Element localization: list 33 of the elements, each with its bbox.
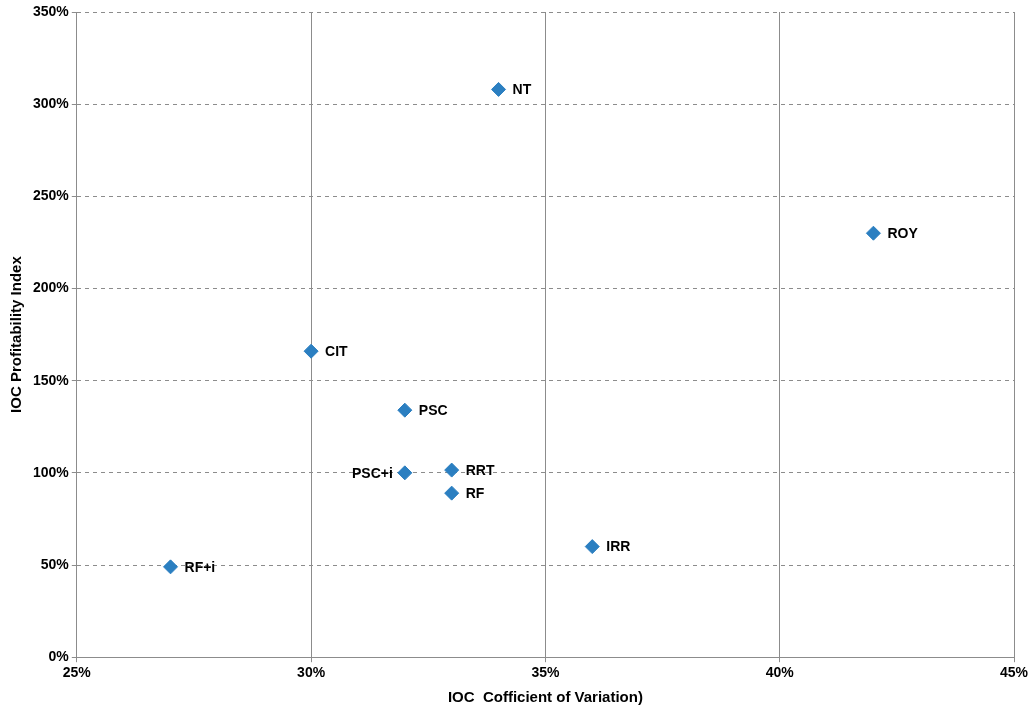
point	[163, 559, 179, 575]
annotation: PSC+i	[351, 464, 393, 481]
x-tick-label: 25%	[62, 664, 92, 681]
y-tick-label: 100%	[32, 463, 70, 480]
x-tick-label: 40%	[765, 664, 795, 681]
point	[444, 485, 460, 501]
y-axis-title: IOC Profitability Index	[7, 255, 25, 413]
point	[303, 343, 319, 359]
x-tick-label: 45%	[999, 664, 1029, 681]
annotation: RF+i	[184, 558, 216, 575]
annotation: RF	[465, 484, 485, 501]
x-tick-label: 35%	[531, 664, 560, 681]
point	[584, 539, 600, 555]
point	[444, 462, 460, 478]
point	[865, 225, 881, 241]
y-tick-label: 0%	[48, 648, 70, 665]
y-tick-label: 350%	[32, 2, 70, 19]
annotation: PSC	[418, 402, 448, 419]
point	[397, 465, 413, 481]
annotation: IRR	[606, 538, 631, 555]
y-tick-label: 150%	[32, 371, 70, 388]
x-tick-label: 30%	[297, 664, 326, 681]
point	[397, 402, 413, 418]
annotation: RRT	[465, 461, 495, 478]
y-tick-label: 250%	[32, 187, 70, 204]
annotation: ROY	[887, 225, 919, 242]
y-tick-label: 200%	[32, 279, 70, 296]
annotation: CIT	[325, 343, 349, 360]
point	[491, 81, 507, 97]
y-tick-label: 300%	[32, 95, 70, 112]
annotation: NT	[512, 81, 532, 98]
y-tick-label: 50%	[40, 555, 70, 572]
x-axis-title: IOC Cofficient of Variation)	[447, 688, 643, 706]
